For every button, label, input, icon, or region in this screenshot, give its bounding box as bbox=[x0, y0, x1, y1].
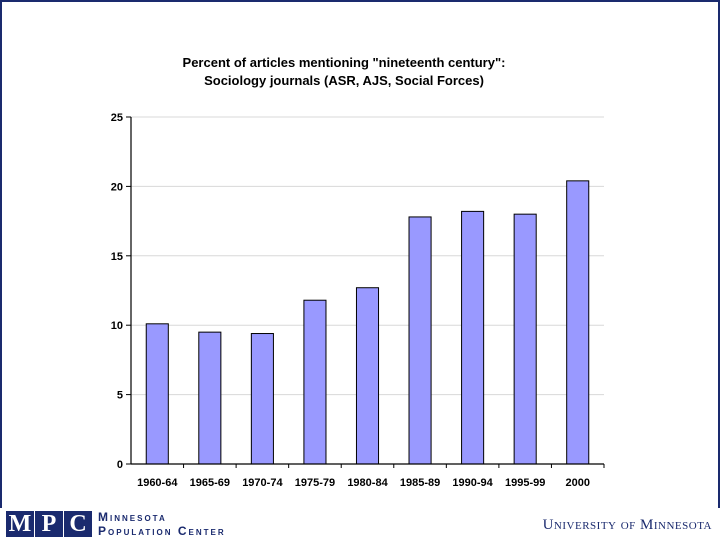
bar bbox=[198, 331, 222, 465]
bar bbox=[461, 210, 485, 465]
x-tick-label: 1995-99 bbox=[505, 477, 545, 489]
bar bbox=[408, 216, 432, 465]
y-tick-label: 25 bbox=[111, 112, 123, 124]
bar-chart: 0 5 10 15 20 25 1960-64 1965-69 1970-74 1975-79 19… bbox=[111, 112, 605, 489]
tick-labels: 0 5 10 15 20 25 1960-64 1965-69 1970-74 1975-79 19… bbox=[111, 112, 590, 489]
axes bbox=[126, 116, 605, 468]
y-tick-label: 10 bbox=[111, 320, 123, 332]
bar bbox=[355, 287, 380, 465]
bars bbox=[145, 180, 590, 465]
x-tick-label: 1960-64 bbox=[137, 477, 178, 489]
bar bbox=[145, 323, 169, 465]
mpc-logo-letter-c: C bbox=[64, 511, 92, 537]
y-tick-label: 15 bbox=[111, 251, 123, 263]
x-tick-label: 1970-74 bbox=[242, 477, 283, 489]
mpc-logo-letter-m: M bbox=[6, 511, 34, 537]
x-tick-label: 1985-89 bbox=[400, 477, 440, 489]
university-name: University of Minnesota bbox=[542, 517, 712, 533]
bar bbox=[250, 333, 274, 465]
chart-title-block: Percent of articles mentioning "nineteen… bbox=[102, 54, 586, 90]
x-tick-label: 1965-69 bbox=[190, 477, 230, 489]
x-tick-label: 1975-79 bbox=[295, 477, 335, 489]
bar bbox=[566, 180, 590, 465]
mpc-org-name: Minnesota Population Center bbox=[98, 510, 226, 538]
chart-title: Percent of articles mentioning "nineteen… bbox=[182, 55, 506, 70]
bar bbox=[513, 213, 537, 465]
x-tick-label: 1980-84 bbox=[347, 477, 388, 489]
footer-bar: M P C Minnesota Population Center Univer… bbox=[0, 508, 720, 540]
slide-frame: Percent of articles mentioning "nineteen… bbox=[0, 0, 720, 510]
x-tick-label: 2000 bbox=[565, 477, 589, 489]
mpc-logo: M P C bbox=[6, 511, 93, 537]
chart-subtitle: Sociology journals (ASR, AJS, Social For… bbox=[204, 73, 484, 88]
mpc-logo-letter-p: P bbox=[35, 511, 63, 537]
bar bbox=[303, 299, 327, 465]
y-tick-label: 5 bbox=[117, 390, 123, 402]
x-tick-label: 1990-94 bbox=[452, 477, 493, 489]
y-tick-label: 20 bbox=[111, 181, 123, 193]
y-tick-label: 0 bbox=[117, 459, 123, 471]
mpc-org-line1: Minnesota bbox=[98, 510, 167, 524]
mpc-org-line2: Population Center bbox=[98, 524, 226, 538]
